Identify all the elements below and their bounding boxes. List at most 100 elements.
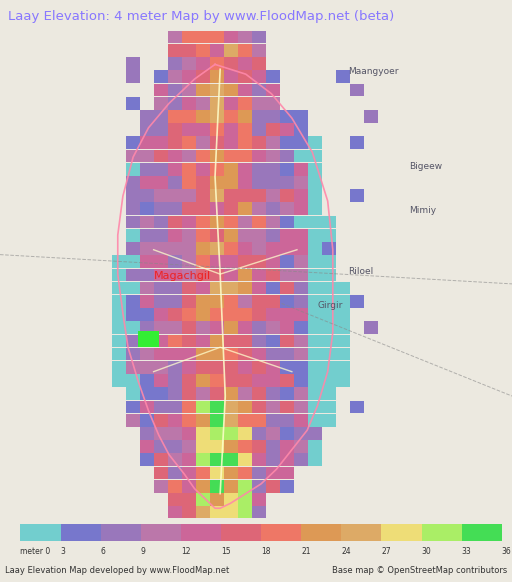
Bar (308, 308, 322, 321)
Bar (168, 321, 181, 334)
Bar (266, 70, 280, 83)
Bar (350, 136, 364, 149)
Bar (168, 493, 181, 506)
Bar (238, 189, 251, 202)
Bar (210, 400, 224, 413)
Bar (266, 361, 280, 374)
Bar (252, 427, 266, 440)
Text: 33: 33 (462, 547, 472, 556)
Bar (266, 440, 280, 453)
Bar (126, 176, 139, 189)
Bar (126, 136, 139, 149)
Bar (168, 400, 181, 413)
Bar (168, 44, 181, 56)
Bar (182, 150, 196, 162)
Bar (168, 242, 181, 255)
Text: 12: 12 (181, 547, 190, 556)
Bar (196, 189, 209, 202)
Bar (294, 242, 308, 255)
Bar (308, 427, 322, 440)
Text: Maangyoer: Maangyoer (348, 67, 399, 76)
Bar (224, 493, 238, 506)
Bar (112, 295, 125, 308)
Bar (308, 414, 322, 427)
Bar (196, 150, 209, 162)
Bar (308, 282, 322, 294)
Bar (280, 123, 293, 136)
Bar (336, 70, 350, 83)
Bar (168, 335, 181, 347)
Bar (210, 57, 224, 70)
Bar (168, 388, 181, 400)
Bar (252, 335, 266, 347)
Bar (224, 480, 238, 492)
Bar (252, 506, 266, 519)
Bar (182, 136, 196, 149)
Bar (140, 189, 154, 202)
Bar (196, 374, 209, 387)
Text: 18: 18 (261, 547, 271, 556)
Bar (168, 440, 181, 453)
Bar (224, 295, 238, 308)
Bar (224, 506, 238, 519)
Bar (196, 480, 209, 492)
Bar (182, 400, 196, 413)
Text: 27: 27 (381, 547, 391, 556)
Bar (308, 400, 322, 413)
Bar (168, 506, 181, 519)
Bar (350, 189, 364, 202)
Bar (308, 321, 322, 334)
Bar (126, 282, 139, 294)
Bar (221, 524, 261, 541)
Bar (168, 84, 181, 96)
Bar (126, 242, 139, 255)
Bar (280, 440, 293, 453)
Bar (252, 440, 266, 453)
Bar (196, 216, 209, 228)
Bar (196, 70, 209, 83)
Bar (140, 374, 154, 387)
Bar (252, 163, 266, 176)
Bar (294, 427, 308, 440)
Bar (280, 414, 293, 427)
Bar (238, 282, 251, 294)
Bar (210, 440, 224, 453)
Bar (140, 163, 154, 176)
Bar (266, 348, 280, 360)
Bar (322, 388, 335, 400)
Bar (252, 493, 266, 506)
Bar (238, 440, 251, 453)
Bar (294, 163, 308, 176)
Bar (182, 467, 196, 480)
Bar (308, 427, 322, 440)
Bar (182, 70, 196, 83)
Bar (154, 84, 167, 96)
Bar (182, 268, 196, 281)
Bar (238, 203, 251, 215)
Bar (294, 374, 308, 387)
Bar (182, 480, 196, 492)
Bar (266, 268, 280, 281)
Bar (308, 189, 322, 202)
Bar (238, 44, 251, 56)
Bar (154, 374, 167, 387)
Bar (308, 242, 322, 255)
Bar (182, 203, 196, 215)
Bar (182, 388, 196, 400)
Bar (210, 268, 224, 281)
Bar (126, 70, 139, 83)
Bar (252, 242, 266, 255)
Bar (140, 176, 154, 189)
Bar (294, 361, 308, 374)
Bar (182, 427, 196, 440)
Bar (140, 110, 154, 123)
Bar (154, 400, 167, 413)
Bar (154, 348, 167, 360)
Bar (196, 321, 209, 334)
Bar (238, 308, 251, 321)
Bar (252, 282, 266, 294)
Bar (224, 255, 238, 268)
Bar (252, 216, 266, 228)
Bar (210, 255, 224, 268)
Bar (266, 176, 280, 189)
